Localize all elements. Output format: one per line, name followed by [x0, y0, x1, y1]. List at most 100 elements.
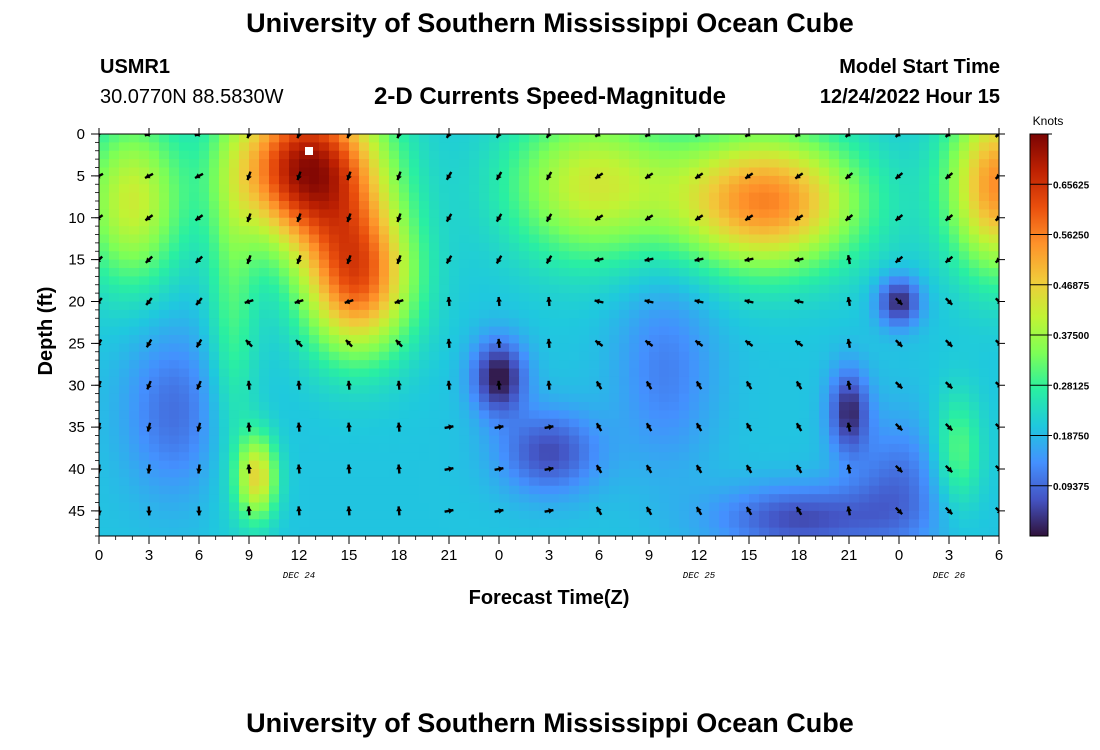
heatmap-cell — [729, 435, 740, 445]
heatmap-cell — [219, 385, 230, 395]
heatmap-cell — [929, 142, 940, 152]
heatmap-cell — [769, 477, 780, 487]
heatmap-cell — [749, 259, 760, 269]
heatmap-cell — [379, 217, 390, 227]
heatmap-cell — [419, 251, 430, 261]
heatmap-cell — [339, 360, 350, 370]
heatmap-cell — [939, 284, 950, 294]
current-vector — [144, 134, 153, 137]
current-vector — [546, 338, 552, 349]
heatmap-cell — [789, 418, 800, 428]
heatmap-cell — [529, 318, 540, 328]
heatmap-cell — [839, 150, 850, 160]
heatmap-cell — [809, 301, 820, 311]
heatmap-cell — [529, 385, 540, 395]
heatmap-cell — [679, 276, 690, 286]
heatmap-cell — [159, 527, 170, 536]
heatmap-cell — [389, 326, 400, 336]
heatmap-cell — [919, 494, 930, 504]
heatmap-cell — [949, 159, 960, 169]
heatmap-cell — [379, 477, 390, 487]
heatmap-cell — [519, 485, 530, 495]
heatmap-cell — [129, 276, 140, 286]
current-vector — [846, 422, 852, 432]
heatmap-cell — [469, 184, 480, 194]
heatmap-cell — [879, 351, 890, 361]
heatmap-cell — [599, 259, 610, 269]
heatmap-cell — [469, 427, 480, 437]
heatmap-cell — [529, 293, 540, 303]
heatmap-cell — [919, 284, 930, 294]
heatmap-cell — [179, 485, 190, 495]
heatmap-cell — [609, 184, 620, 194]
heatmap-cell — [609, 360, 620, 370]
heatmap-cell — [539, 201, 550, 210]
heatmap-cell — [299, 150, 310, 160]
heatmap-cell — [239, 234, 250, 244]
heatmap-cell — [549, 167, 560, 177]
heatmap-cell — [639, 410, 650, 420]
heatmap-cell — [369, 293, 380, 303]
heatmap-cell — [539, 410, 550, 420]
vector-head — [245, 340, 252, 346]
heatmap-cell — [599, 427, 610, 437]
heatmap-cell — [369, 376, 380, 386]
heatmap-cell — [419, 192, 430, 202]
heatmap-cell — [509, 192, 520, 202]
heatmap-cell — [279, 469, 290, 478]
heatmap-cell — [789, 209, 800, 219]
heatmap-cell — [759, 402, 770, 411]
heatmap-cell — [269, 301, 280, 311]
heatmap-cell — [809, 343, 820, 353]
heatmap-cell — [279, 293, 290, 303]
heatmap-cell — [119, 502, 130, 512]
heatmap-cell — [279, 276, 290, 286]
heatmap-cell — [879, 242, 890, 252]
heatmap-cell — [759, 301, 770, 311]
heatmap-cell — [369, 201, 380, 210]
heatmap-cell — [589, 527, 600, 536]
heatmap-cell — [929, 376, 940, 386]
heatmap-cell — [589, 410, 600, 420]
heatmap-cell — [459, 351, 470, 361]
heatmap-cell — [329, 351, 340, 361]
heatmap-cell — [899, 142, 910, 152]
heatmap-cell — [809, 410, 820, 420]
heatmap-cell — [939, 477, 950, 487]
heatmap-cell — [439, 309, 450, 319]
heatmap-cell — [619, 184, 630, 194]
heatmap-cell — [769, 159, 780, 169]
heatmap-cell — [319, 477, 330, 487]
heatmap-cell — [339, 259, 350, 269]
heatmap-cell — [509, 393, 520, 403]
heatmap-cell — [139, 435, 150, 445]
heatmap-cell — [169, 318, 180, 328]
heatmap-cell — [529, 410, 540, 420]
heatmap-cell — [559, 293, 570, 303]
heatmap-cell — [319, 242, 330, 252]
heatmap-cell — [129, 167, 140, 177]
heatmap-cell — [199, 376, 210, 386]
heatmap-cell — [739, 435, 750, 445]
heatmap-cell — [209, 159, 220, 169]
vector-head — [546, 380, 552, 386]
heatmap-cell — [859, 385, 870, 395]
heatmap-cell — [689, 410, 700, 420]
heatmap-cell — [199, 427, 210, 437]
heatmap-cell — [519, 234, 530, 244]
heatmap-cell — [839, 309, 850, 319]
heatmap-cell — [499, 284, 510, 294]
heatmap-cell — [599, 175, 610, 185]
heatmap-cell — [819, 519, 830, 529]
vector-head — [745, 215, 751, 221]
heatmap-cell — [129, 234, 140, 244]
heatmap-cell — [359, 142, 370, 152]
current-vector — [346, 464, 352, 474]
heatmap-cell — [799, 268, 810, 277]
heatmap-cell — [649, 326, 660, 336]
heatmap-cell — [489, 443, 500, 453]
vector-head — [796, 465, 802, 471]
heatmap-cell — [929, 293, 940, 303]
heatmap-cell — [239, 443, 250, 453]
heatmap-cell — [679, 527, 690, 536]
